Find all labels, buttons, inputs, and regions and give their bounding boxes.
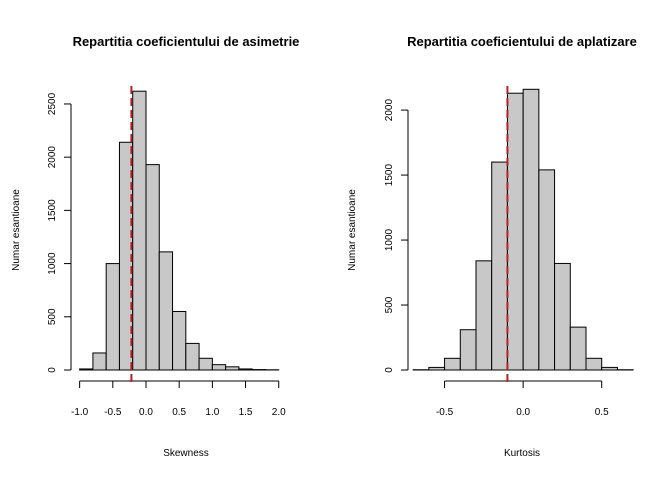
skewness-histogram-bar xyxy=(172,310,187,371)
skewness-histogram-bar xyxy=(79,368,94,371)
kurtosis-y-tick-label: 1000 xyxy=(384,228,395,251)
skewness-y-axis: 0 500 1000 1500 2000 2500 xyxy=(47,92,72,373)
skewness-bars xyxy=(79,90,280,371)
skewness-histogram-panel: Repartitia coeficientului de asimetrie -… xyxy=(11,34,299,459)
kurtosis-histogram-bar xyxy=(585,357,603,371)
kurtosis-y-tick-label: 0 xyxy=(384,367,395,373)
kurtosis-histogram-bar xyxy=(522,88,540,371)
kurtosis-x-axis-label: Kurtosis xyxy=(504,448,540,459)
skewness-histogram-bar xyxy=(92,352,107,371)
skewness-x-tick-label: 0.0 xyxy=(139,407,153,418)
kurtosis-histogram-bar xyxy=(554,262,571,371)
skewness-y-tick-label: 500 xyxy=(47,308,58,325)
skewness-y-tick-label: 2500 xyxy=(47,92,58,115)
skewness-x-axis: -1.0 -0.5 0.0 0.5 1.0 1.5 2.0 xyxy=(71,380,286,418)
kurtosis-histogram-panel: Repartitia coeficientului de aplatizare … xyxy=(347,34,637,459)
skewness-histogram-bar xyxy=(185,342,200,371)
kurtosis-histogram-bar xyxy=(475,260,493,371)
kurtosis-y-tick-label: 500 xyxy=(384,296,395,313)
kurtosis-y-tick-label: 1500 xyxy=(384,164,395,187)
skewness-chart-title: Repartitia coeficientului de asimetrie xyxy=(73,34,300,49)
kurtosis-histogram-bar xyxy=(506,92,524,371)
kurtosis-x-axis: -0.5 0.0 0.5 xyxy=(436,380,609,418)
skewness-histogram-bar xyxy=(105,263,120,371)
skewness-y-tick-label: 1500 xyxy=(47,199,58,222)
skewness-x-tick-label: 1.0 xyxy=(205,407,219,418)
skewness-x-axis-label: Skewness xyxy=(163,448,209,459)
kurtosis-y-tick-label: 2000 xyxy=(384,99,395,122)
skewness-x-tick-label: 2.0 xyxy=(272,407,286,418)
kurtosis-histogram-bar xyxy=(569,326,587,371)
kurtosis-histogram-bar xyxy=(538,169,556,371)
skewness-histogram-bar xyxy=(225,366,240,371)
kurtosis-x-tick-label: -0.5 xyxy=(436,407,454,418)
kurtosis-bars xyxy=(412,88,634,371)
skewness-y-tick-label: 1000 xyxy=(47,252,58,275)
kurtosis-histogram-bar xyxy=(459,329,477,371)
kurtosis-histogram-bar xyxy=(428,366,446,371)
skewness-y-tick-label: 2000 xyxy=(47,146,58,169)
skewness-y-axis-label: Numar esantioane xyxy=(11,189,22,271)
skewness-x-tick-label: 1.5 xyxy=(239,407,253,418)
skewness-y-tick-label: 0 xyxy=(47,367,58,373)
kurtosis-chart-title: Repartitia coeficientului de aplatizare xyxy=(407,34,637,49)
kurtosis-histogram-bar xyxy=(491,161,508,371)
skewness-x-tick-label: -1.0 xyxy=(71,407,89,418)
skewness-histogram-bar xyxy=(158,251,174,371)
kurtosis-histogram-bar xyxy=(444,357,461,371)
kurtosis-x-tick-label: 0.0 xyxy=(516,407,530,418)
skewness-histogram-bar xyxy=(238,368,253,371)
kurtosis-x-tick-label: 0.5 xyxy=(595,407,609,418)
skewness-histogram-bar xyxy=(211,364,227,371)
kurtosis-y-axis-label: Numar esantioane xyxy=(347,189,358,271)
kurtosis-y-axis: 0 500 1000 1500 2000 xyxy=(384,99,409,373)
skewness-histogram-bar xyxy=(132,90,147,371)
skewness-histogram-bar xyxy=(145,164,160,371)
skewness-x-tick-label: 0.5 xyxy=(172,407,186,418)
kurtosis-histogram-bar xyxy=(601,366,618,371)
skewness-histogram-bar xyxy=(198,357,213,371)
skewness-x-tick-label: -0.5 xyxy=(104,407,122,418)
